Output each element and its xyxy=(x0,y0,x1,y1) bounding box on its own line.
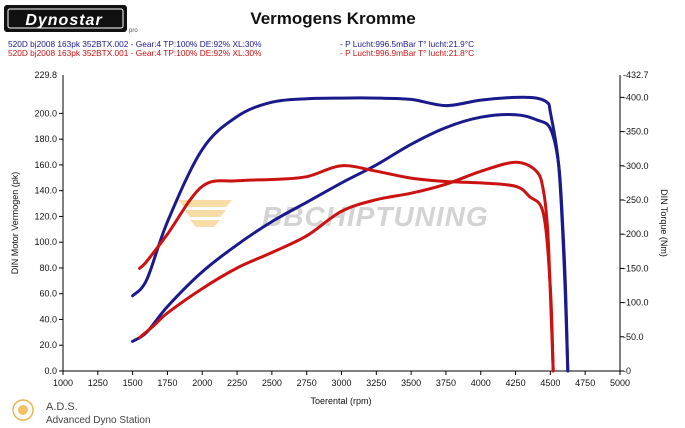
x-tick-label: 1750 xyxy=(157,378,177,388)
y-right-tick-label: -150.0 xyxy=(623,263,649,273)
x-tick-label: 3750 xyxy=(436,378,456,388)
x-tick-label: 2500 xyxy=(262,378,282,388)
y-left-tick-label: 40.0 xyxy=(39,314,57,324)
series-line-run-002-power xyxy=(131,113,570,373)
x-tick-label: 2000 xyxy=(192,378,212,388)
wings-logo-icon xyxy=(178,200,232,227)
y-left-max-label: 229.8 xyxy=(34,70,57,80)
x-tick-label: 5000 xyxy=(610,378,630,388)
y-left-tick-label: 0.0 xyxy=(44,366,57,376)
chart-title: Vermogens Kromme xyxy=(250,9,415,28)
x-tick-label: 3250 xyxy=(366,378,386,388)
y-right-axis-label: DIN Torque (Nm) xyxy=(659,189,669,257)
run-label-1: 520D bj2008 163pk 352BTX.002 - Gear:4 TP… xyxy=(8,39,262,49)
ads-sun-icon xyxy=(12,399,34,421)
ads-footer: A.D.S. Advanced Dyno Station xyxy=(12,399,151,426)
y-left-tick-label: 200.0 xyxy=(34,108,57,118)
logo-sub: pro xyxy=(129,28,138,34)
y-left-tick-label: 180.0 xyxy=(34,134,57,144)
run-label-2: 520D bj2008 163pk 352BTX.001 - Gear:4 TP… xyxy=(8,48,262,58)
series-line-run-002-torque xyxy=(131,95,570,373)
y-left-tick-label: 120.0 xyxy=(34,211,57,221)
y-left-ticks: 0.0 20.0 40.0 60.0 80.0 100.0 120.0 140.0 160.0 1… xyxy=(34,70,63,376)
x-axis-label: Toerental (rpm) xyxy=(310,396,371,406)
y-left-tick-label: 100.0 xyxy=(34,237,57,247)
x-tick-label: 2750 xyxy=(297,378,317,388)
x-tick-label: 1500 xyxy=(123,378,143,388)
dynostar-logo: Dynostar pro xyxy=(4,5,138,34)
x-tick-label: 4500 xyxy=(540,378,560,388)
watermark-text: BBCHIPTUNING xyxy=(262,201,489,232)
ads-label: A.D.S. xyxy=(46,401,78,413)
x-tick-label: 4750 xyxy=(575,378,595,388)
x-ticks: 1000 1250 1500 1750 2000 2250 2500 2750 3000 3250… xyxy=(53,371,630,388)
y-left-tick-label: 80.0 xyxy=(39,263,57,273)
y-right-tick-label: -100.0 xyxy=(623,298,649,308)
y-right-tick-label: -300.0 xyxy=(623,161,649,171)
series-line-run-001-power xyxy=(138,160,555,373)
y-right-tick-label: -350.0 xyxy=(623,127,649,137)
x-tick-label: 2250 xyxy=(227,378,247,388)
y-right-max-label: -432.7 xyxy=(623,70,649,80)
x-tick-label: 3500 xyxy=(401,378,421,388)
series-line-run-001-torque xyxy=(138,164,555,373)
run-env-2: - P Lucht:996.9mBar T° lucht:21.8°C xyxy=(340,48,474,58)
series-layer xyxy=(131,95,570,373)
ads-full-label: Advanced Dyno Station xyxy=(46,415,151,426)
x-tick-label: 1000 xyxy=(53,378,73,388)
x-tick-label: 1250 xyxy=(88,378,108,388)
y-right-tick-label: -50.0 xyxy=(623,332,644,342)
x-tick-label: 4250 xyxy=(506,378,526,388)
y-left-axis-label: DIN Motor Vermogen (pk) xyxy=(10,172,20,275)
y-right-tick-label: -0 xyxy=(623,366,631,376)
y-left-tick-label: 140.0 xyxy=(34,186,57,196)
y-left-tick-label: 60.0 xyxy=(39,289,57,299)
y-right-ticks: -0 -50.0 -100.0 -150.0 -200.0 -250.0 -300.0 -35… xyxy=(620,70,649,376)
x-tick-label: 4000 xyxy=(471,378,491,388)
run-legend: 520D bj2008 163pk 352BTX.002 - Gear:4 TP… xyxy=(8,39,474,58)
y-left-tick-label: 160.0 xyxy=(34,160,57,170)
y-right-tick-label: -200.0 xyxy=(623,229,649,239)
y-right-tick-label: -400.0 xyxy=(623,92,649,102)
logo-text: Dynostar xyxy=(25,12,102,29)
run-env-1: - P Lucht:996.5mBar T° lucht:21.9°C xyxy=(340,39,474,49)
y-right-tick-label: -250.0 xyxy=(623,195,649,205)
y-left-tick-label: 20.0 xyxy=(39,340,57,350)
x-tick-label: 3000 xyxy=(331,378,351,388)
